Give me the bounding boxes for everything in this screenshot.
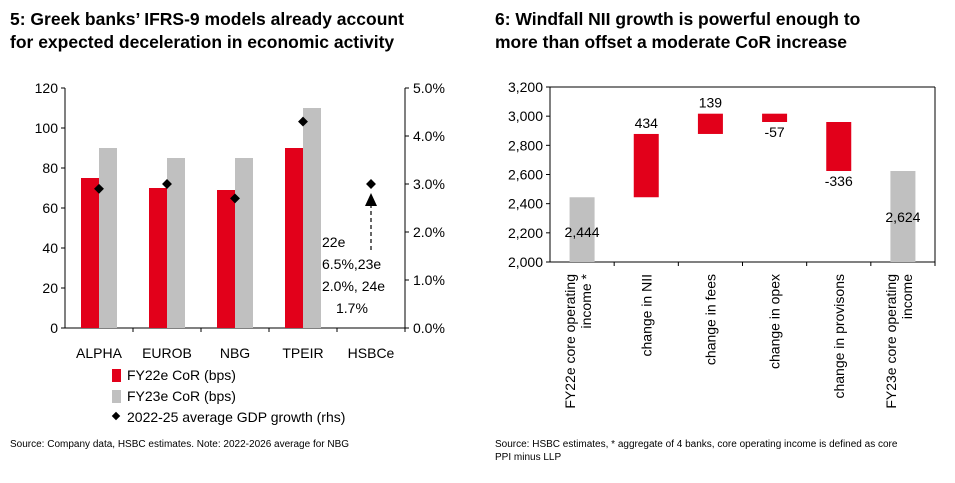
- right-source-line1: Source: HSBC estimates, * aggregate of 4…: [495, 439, 898, 450]
- left-x-category-label: ALPHA: [76, 345, 123, 361]
- right-chart-title: 6: Windfall NII growth is powerful enoug…: [495, 8, 860, 54]
- left-annotation-arrowhead: [365, 193, 377, 206]
- right-x-category-label: change in provisons: [831, 274, 847, 399]
- right-source-note: Source: HSBC estimates, * aggregate of 4…: [495, 438, 897, 464]
- right-total-bar: [569, 197, 595, 262]
- right-y-tick-label: 2,000: [508, 254, 543, 270]
- left-annotation-text: 22e: [322, 234, 346, 250]
- right-y-tick-label: 3,000: [508, 108, 543, 124]
- left-y2-tick-label: 5.0%: [413, 80, 445, 96]
- legend-swatch-fy22: [112, 369, 121, 382]
- left-y2-tick-label: 4.0%: [413, 128, 445, 144]
- left-bar-fy23: [303, 108, 321, 328]
- left-y-tick-label: 120: [35, 80, 59, 96]
- right-delta-bar: [762, 113, 788, 122]
- right-title-line2: more than offset a moderate CoR increase: [495, 32, 848, 52]
- right-source-line2: PPI minus LLP: [495, 452, 562, 463]
- right-y-tick-label: 2,800: [508, 137, 543, 153]
- left-y2-tick-label: 1.0%: [413, 272, 445, 288]
- legend-label-fy22: FY22e CoR (bps): [127, 367, 236, 383]
- right-delta-bar: [697, 113, 723, 134]
- left-gdp-diamond-point: [162, 179, 172, 189]
- right-value-label: 2,624: [885, 209, 920, 225]
- right-x-category-label: change in opex: [767, 274, 783, 369]
- right-delta-bar: [633, 133, 659, 198]
- right-y-tick-label: 2,600: [508, 167, 543, 183]
- right-value-label: -57: [764, 124, 784, 140]
- right-total-bar: [890, 171, 916, 262]
- left-y-tick-label: 60: [42, 200, 58, 216]
- legend-label-gdp: 2022-25 average GDP growth (rhs): [127, 409, 346, 425]
- right-x-category-label: income *: [578, 273, 594, 328]
- left-y-tick-label: 40: [42, 240, 58, 256]
- legend-swatch-fy23: [112, 390, 121, 403]
- right-x-category-label: income: [899, 274, 915, 319]
- left-y2-tick-label: 3.0%: [413, 176, 445, 192]
- right-value-label: 434: [635, 115, 659, 131]
- left-x-category-label: NBG: [220, 345, 250, 361]
- left-y-tick-label: 20: [42, 280, 58, 296]
- right-delta-bar: [826, 122, 852, 171]
- right-y-tick-label: 3,200: [508, 79, 543, 95]
- left-annotation-text: 6.5%,23e: [322, 256, 381, 272]
- left-gdp-diamond-point: [366, 179, 376, 189]
- left-annotation-text: 1.7%: [336, 300, 368, 316]
- left-y-tick-label: 80: [42, 160, 58, 176]
- left-bar-fy22: [149, 188, 167, 328]
- left-title-line1: 5: Greek banks’ IFRS-9 models already ac…: [10, 9, 404, 29]
- left-bar-fy22: [81, 178, 99, 328]
- left-x-category-label: HSBCe: [348, 345, 395, 361]
- legend-label-fy23: FY23e CoR (bps): [127, 388, 236, 404]
- left-x-category-label: EUROB: [142, 345, 192, 361]
- left-x-category-label: TPEIR: [282, 345, 323, 361]
- right-value-label: 139: [699, 95, 723, 111]
- left-gdp-diamond-point: [230, 193, 240, 204]
- right-x-category-label: FY23e core operating: [883, 274, 899, 409]
- left-gdp-diamond-point: [94, 183, 104, 194]
- right-y-tick-label: 2,400: [508, 196, 543, 212]
- left-annotation-text: 2.0%, 24e: [322, 278, 385, 294]
- left-bar-fy23: [99, 148, 117, 328]
- left-y2-tick-label: 0.0%: [413, 320, 445, 336]
- right-title-line1: 6: Windfall NII growth is powerful enoug…: [495, 9, 861, 29]
- left-bar-fy23: [167, 158, 185, 328]
- left-y-tick-label: 0: [50, 320, 58, 336]
- left-bar-fy23: [235, 158, 253, 328]
- right-value-label: -336: [825, 173, 853, 189]
- right-x-category-label: change in fees: [702, 274, 718, 365]
- left-title-line2: for expected deceleration in economic ac…: [10, 32, 395, 52]
- left-y-tick-label: 100: [35, 120, 59, 136]
- right-y-tick-label: 2,200: [508, 225, 543, 241]
- left-bar-fy22: [217, 190, 235, 328]
- left-bar-fy22: [285, 148, 303, 328]
- left-y2-tick-label: 2.0%: [413, 224, 445, 240]
- left-chart-title: 5: Greek banks’ IFRS-9 models already ac…: [10, 8, 404, 54]
- right-value-label: 2,444: [565, 224, 600, 240]
- right-x-category-label: FY22e core operating: [562, 274, 578, 409]
- left-source-note: Source: Company data, HSBC estimates. No…: [10, 439, 350, 450]
- right-x-category-label: change in NII: [638, 274, 654, 357]
